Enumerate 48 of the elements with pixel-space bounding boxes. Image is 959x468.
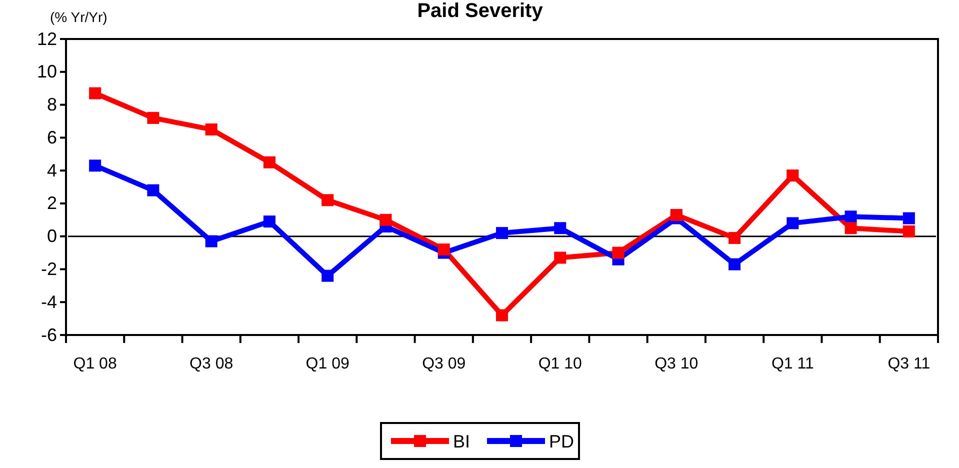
y-tick-label: 0 [46,226,57,246]
point [380,214,392,226]
point [786,217,799,230]
point [89,87,102,100]
point [322,194,334,206]
x-tick-label: Q3 08 [190,355,234,372]
point [670,208,682,221]
point [147,112,160,124]
point [902,212,915,224]
point [844,210,857,223]
y-tick-label: 10 [36,62,57,82]
y-tick-label: -2 [40,258,57,279]
x-tick-label: Q3 09 [422,355,466,372]
point [496,227,508,240]
chart-title: Paid Severity [417,0,544,22]
x-tick-label: Q1 09 [306,355,350,372]
x-tick-label: Q1 11 [771,355,814,372]
point [728,258,741,270]
x-tick-label: Q1 08 [73,355,117,372]
point [902,225,915,238]
point [554,222,566,234]
legend-label: BI [453,431,470,452]
point [554,252,566,264]
y-tick-label: 12 [36,28,57,49]
point [205,235,218,248]
point [147,184,160,196]
point [496,309,508,322]
point [612,246,624,259]
legend-label: PD [549,431,574,452]
y-tick-label: 2 [46,193,57,214]
y-tick-label: -6 [40,324,57,345]
x-tick-label: Q1 10 [538,355,582,372]
y-axis-title: (% Yr/Yr) [50,9,108,25]
x-tick-label: Q3 11 [888,355,930,372]
point [322,270,334,282]
y-tick-label: 6 [46,127,57,148]
point [205,123,218,136]
point [438,243,450,256]
point [728,232,741,244]
x-tick-label: Q3 10 [654,355,698,372]
point [786,169,799,182]
point [263,156,276,168]
y-tick-label: -4 [40,292,57,312]
point [844,222,857,234]
point [263,216,276,228]
y-tick-label: 8 [46,94,57,115]
point [89,160,102,172]
y-tick-label: 4 [46,160,57,180]
